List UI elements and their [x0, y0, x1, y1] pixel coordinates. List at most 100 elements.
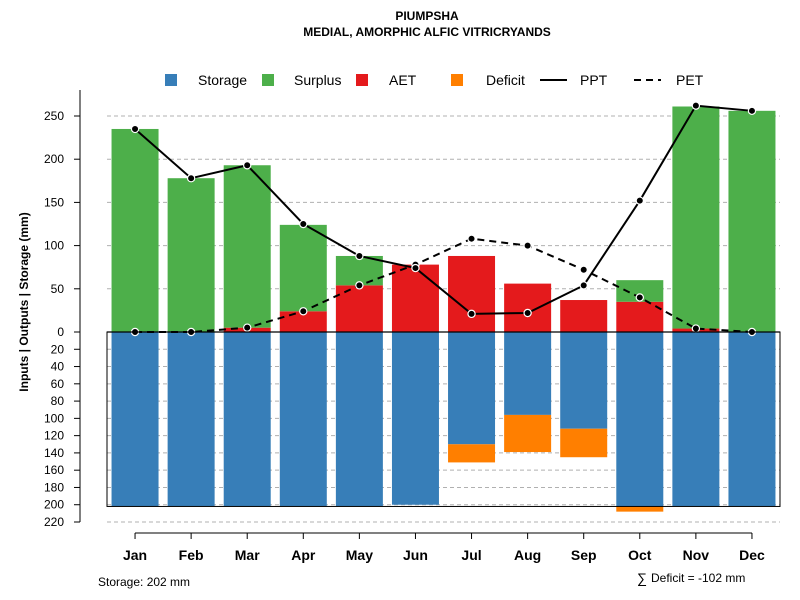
bar-surplus — [728, 110, 776, 332]
bar-storage — [504, 332, 552, 415]
x-tick-label: Feb — [179, 547, 204, 563]
y-tick-label: 200 — [44, 498, 64, 512]
x-tick-label: Mar — [235, 547, 260, 563]
bar-storage — [616, 332, 664, 507]
pet-point — [299, 307, 308, 316]
ppt-point — [467, 309, 476, 319]
legend-label-aet: AET — [389, 72, 417, 88]
legend-key-surplus — [262, 74, 274, 86]
x-tick-label: Sep — [571, 547, 597, 563]
y-tick-label: 250 — [44, 109, 64, 123]
y-tick-label: 160 — [44, 463, 64, 477]
y-tick-label: 60 — [51, 377, 65, 391]
bar-surplus — [672, 106, 720, 329]
pet-point — [243, 323, 252, 332]
y-tick-label: 50 — [51, 282, 65, 296]
y-tick-label: 0 — [57, 325, 64, 339]
sum-symbol: ∑ — [637, 570, 647, 586]
legend-label-ppt: PPT — [580, 72, 608, 88]
x-tick-label: Dec — [739, 547, 765, 563]
bar-aet — [391, 264, 439, 332]
bar-aet — [279, 311, 327, 332]
bars — [111, 106, 776, 512]
x-tick-label: Jul — [461, 547, 481, 563]
y-tick-label: 120 — [44, 429, 64, 443]
ppt-point — [411, 263, 420, 273]
x-tick-label: Jan — [123, 547, 147, 563]
x-tick-label: May — [346, 547, 373, 563]
legend-label-deficit: Deficit — [486, 72, 525, 88]
pet-line — [135, 237, 753, 333]
chart-legend: Storage Surplus AET Deficit PPT PET — [165, 72, 704, 88]
ppt-point — [579, 281, 588, 290]
ppt-point — [635, 196, 644, 205]
ppt-point — [130, 124, 140, 134]
pet-point — [355, 281, 364, 290]
y-tick-label: 220 — [44, 515, 64, 529]
pet-point — [523, 241, 532, 250]
bar-storage — [111, 332, 159, 507]
bar-surplus — [616, 280, 664, 302]
lines — [130, 101, 757, 337]
ppt-line — [134, 104, 753, 315]
bar-storage — [728, 332, 776, 507]
legend-key-deficit — [451, 74, 463, 86]
storage-footnote: Storage: 202 mm — [98, 575, 190, 589]
bar-storage — [672, 332, 720, 507]
bar-surplus — [111, 128, 159, 332]
chart-title: PIUMPSHA — [395, 9, 459, 23]
chart-subtitle: MEDIAL, AMORPHIC ALFIC VITRICRYANDS — [303, 25, 551, 39]
legend-key-aet — [356, 74, 368, 86]
bar-surplus — [223, 165, 271, 328]
bar-storage — [167, 332, 215, 507]
y-tick-label: 100 — [44, 239, 64, 253]
bar-surplus — [335, 255, 383, 286]
bar-storage — [335, 332, 383, 507]
pet-point — [691, 324, 701, 333]
bar-aet — [335, 285, 383, 332]
x-tick-label: Oct — [628, 547, 652, 563]
ppt-point — [747, 106, 757, 116]
legend-label-storage: Storage — [198, 72, 247, 88]
bar-surplus — [279, 224, 327, 312]
x-tick-label: Jun — [403, 547, 428, 563]
bar-storage — [391, 332, 439, 505]
bar-surplus — [167, 178, 215, 332]
x-tick-label: Apr — [291, 547, 316, 563]
y-tick-label: 40 — [51, 360, 65, 374]
axes: 0 50 100 150 200 250 20 40 60 80 100 120 140 160 180 20… — [44, 90, 781, 563]
bar-aet — [504, 283, 552, 332]
y-tick-label: 100 — [44, 411, 64, 425]
legend-label-surplus: Surplus — [294, 72, 341, 88]
bar-aet — [448, 255, 496, 332]
y-tick-label: 140 — [44, 446, 64, 460]
bar-aet — [560, 300, 608, 332]
pet-point — [635, 293, 644, 302]
y-tick-label: 80 — [51, 394, 65, 408]
ppt-point — [299, 219, 308, 229]
ppt-point — [523, 308, 532, 318]
x-tick-label: Aug — [514, 547, 541, 563]
legend-key-storage — [165, 74, 177, 86]
x-tick-label: Nov — [683, 547, 710, 563]
ppt-point — [243, 161, 252, 170]
y-tick-label: 200 — [44, 152, 64, 166]
y-tick-label: 150 — [44, 195, 64, 209]
deficit-footnote: Deficit = -102 mm — [651, 571, 745, 585]
bar-storage — [448, 332, 496, 445]
ppt-point — [186, 174, 196, 183]
legend-label-pet: PET — [676, 72, 704, 88]
y-tick-label: 20 — [51, 342, 65, 356]
bar-storage — [560, 332, 608, 429]
gridlines — [107, 115, 780, 523]
bar-deficit — [504, 414, 552, 453]
bar-storage — [279, 332, 327, 507]
bar-deficit — [560, 428, 608, 458]
ppt-point — [691, 101, 701, 110]
bar-storage — [223, 332, 271, 507]
bar-deficit — [448, 444, 496, 463]
y-tick-label: 180 — [44, 480, 64, 494]
pet-point — [467, 234, 476, 243]
ppt-point — [355, 251, 364, 261]
